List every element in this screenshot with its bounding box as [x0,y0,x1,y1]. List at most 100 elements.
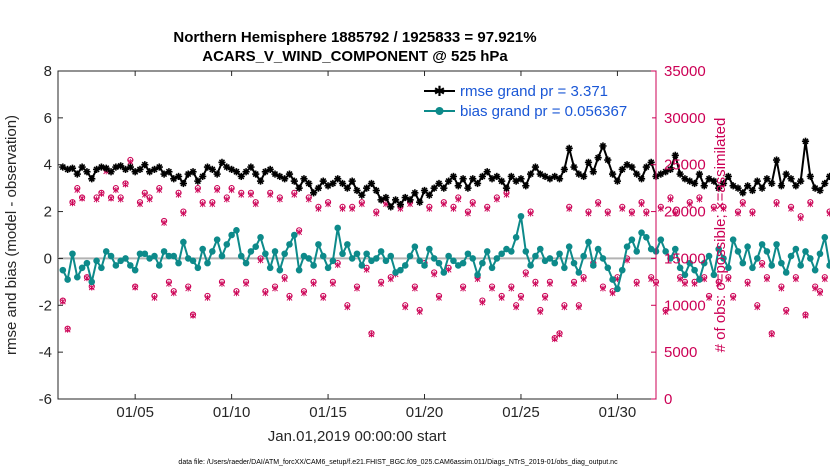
bias-point [233,227,240,234]
rmse-point [208,165,216,173]
y-right-tick-label: 15000 [664,250,706,267]
rmse-point [570,163,578,171]
bias-point [517,212,525,220]
x-tick-label: 01/05 [116,404,154,421]
obs-assimilated-point [88,284,95,291]
rmse-point [464,184,472,192]
rmse-point [469,175,477,183]
bias-point [262,250,269,258]
rmse-point [396,200,405,209]
y-right-tick-label: 25000 [664,157,706,174]
bias-point [426,245,433,253]
obs-assimilated-point [194,186,201,194]
rmse-point [387,203,395,211]
obs-assimilated-point [137,200,143,208]
obs-assimilated-point [402,304,409,311]
bias-point [686,259,694,267]
bias-point [281,250,288,258]
obs-assimilated-point [74,186,81,194]
bias-point [228,231,235,239]
bias-point [826,262,830,269]
y-right-tick-label: 30000 [664,110,706,127]
bias-point [353,250,361,258]
obs-assimilated-point [479,299,486,306]
obs-assimilated-point [436,294,442,301]
bias-point [344,241,351,248]
rmse-point [483,168,491,176]
legend-box [418,78,652,120]
obs-assimilated-point [706,294,712,301]
y-right-tick-label: 10000 [664,297,706,314]
data-file-footnote: data file: /Users/raeder/DAI/ATM_forcXX/… [178,459,618,466]
rmse-point [430,184,438,192]
obs-assimilated-point [537,308,544,315]
rmse-point [179,179,187,188]
obs-assimilated-point [286,294,293,301]
bias-point [628,236,636,243]
bias-point [315,241,322,248]
bias-point [749,264,756,272]
x-tick-label: 01/10 [213,404,251,421]
bias-point [155,262,163,269]
bias-point [334,224,342,232]
obs-assimilated-point [575,304,582,311]
x-tick-label: 01/15 [309,404,347,421]
obs-assimilated-point [527,210,534,217]
rmse-point [671,151,679,159]
obs-assimilated-point [542,294,548,301]
obs-assimilated-point [315,205,322,212]
bias-point [802,248,809,255]
obs-assimilated-point [310,280,317,287]
rmse-point [363,184,371,192]
rmse-point [68,164,77,172]
obs-assimilated-point [571,280,577,287]
y-left-tick-label: 6 [44,110,52,127]
bias-point [710,271,718,279]
obs-assimilated-point [759,261,766,269]
bias-point [729,236,737,243]
obs-assimilated-point [344,304,351,311]
bias-point [209,248,216,255]
obs-assimilated-point [132,284,139,291]
obs-assimilated-point [677,275,684,283]
bias-point [93,257,100,265]
obs-assimilated-point [257,257,264,264]
obs-assimilated-point [349,205,356,212]
bias-point [705,252,713,260]
rmse-point [391,196,400,204]
obs-assimilated-point [489,285,495,292]
rmse-point [112,163,120,171]
obs-assimilated-point [368,331,375,338]
axes-group: -6 -4 -2 0 2 4 6 8 0 5000 10000 15000 20000 25000 3000… [39,63,706,421]
rmse-point [343,184,351,192]
rmse-point [319,177,327,185]
bias-point [242,259,250,267]
obs-assimilated-point [503,191,510,198]
obs-assimilated-point [79,195,86,202]
rmse-point [517,175,525,183]
rmse-point [507,172,515,181]
obs-assimilated-point [267,191,274,198]
rmse-point [285,170,294,178]
obs-assimilated-point [431,271,438,278]
bias-point [715,245,722,253]
obs-assimilated-point [223,196,230,203]
rmse-point [715,184,723,192]
bias-point [744,243,751,251]
obs-assimilated-point [69,200,76,207]
obs-assimilated-point [821,275,828,283]
bias-point [691,266,698,274]
bias-point [594,245,602,253]
obs-assimilated-point [455,196,462,203]
obs-assimilated-point [276,196,283,203]
rmse-point [445,177,453,185]
rmse-point [560,165,568,173]
bias-point [493,255,501,262]
bias-point [257,234,264,241]
rmse-point [126,163,134,171]
bias-point [551,259,559,267]
bias-point [204,259,211,267]
obs-assimilated-point [691,280,698,287]
bias-point [821,234,829,241]
bias-point [739,259,747,267]
